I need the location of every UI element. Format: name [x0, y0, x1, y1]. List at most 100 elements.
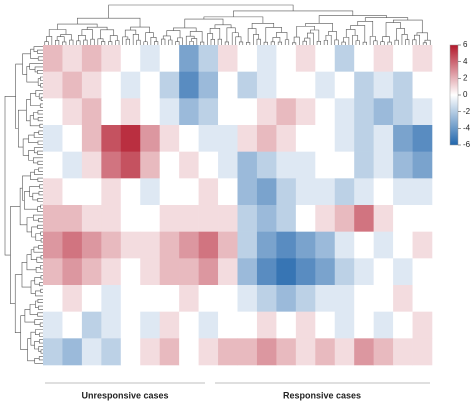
- heatmap-cell: [373, 178, 394, 206]
- dendrogram-link: [265, 27, 283, 43]
- heatmap-cell: [237, 205, 258, 232]
- dendrogram-link: [37, 49, 43, 54]
- dendrogram-link: [26, 254, 37, 271]
- dendrogram-link: [200, 41, 205, 45]
- heatmap-cell: [218, 311, 238, 339]
- dendrogram-link: [39, 184, 43, 189]
- dendrogram-link: [191, 38, 198, 45]
- heatmap-cell: [276, 178, 297, 206]
- heatmap-cell: [81, 231, 102, 259]
- heatmap-cell: [393, 311, 413, 339]
- heatmap-cell: [140, 338, 160, 366]
- dendrogram-link: [341, 41, 346, 45]
- heatmap-cell: [276, 338, 297, 366]
- dendrogram-link: [36, 256, 43, 263]
- heatmap-cell: [412, 71, 433, 99]
- dendrogram-link: [39, 265, 43, 270]
- heatmap-cell: [256, 98, 277, 126]
- heatmap-cell: [101, 151, 122, 179]
- dendrogram-link: [35, 267, 43, 273]
- heatmap-cell: [354, 151, 374, 179]
- heatmap-cell: [159, 98, 180, 126]
- dendrogram-link: [56, 36, 65, 42]
- dendrogram-link: [22, 175, 31, 201]
- heatmap-cell: [43, 285, 63, 312]
- dendrogram-link: [38, 218, 43, 223]
- heatmap-cell: [354, 178, 374, 206]
- heatmap-cell: [256, 178, 277, 206]
- heatmap-cell: [120, 151, 141, 179]
- dendrogram-link: [38, 346, 43, 352]
- dendrogram-link: [168, 39, 173, 45]
- heatmap-cell: [62, 285, 83, 312]
- heatmap-cell: [159, 71, 180, 99]
- heatmap-cell: [393, 258, 413, 286]
- dendrogram-link: [251, 23, 275, 29]
- heatmap-cell: [334, 338, 355, 366]
- heatmap-cell: [198, 205, 219, 232]
- dendrogram-link: [34, 341, 40, 350]
- dendrogram-link: [62, 41, 67, 45]
- dendrogram-link: [40, 275, 43, 280]
- heatmap-cell: [256, 71, 277, 99]
- heatmap-cell: [62, 125, 83, 152]
- dendrogram-link: [48, 29, 67, 37]
- dendrogram-link: [55, 40, 60, 45]
- heatmap-cell: [393, 98, 413, 126]
- heatmap-cell: [354, 98, 374, 126]
- dendrogram-link: [37, 56, 43, 61]
- heatmap-cell: [218, 178, 238, 206]
- heatmap-cell: [334, 178, 355, 206]
- heatmap-cell: [218, 125, 238, 152]
- heatmap-cell: [256, 258, 277, 286]
- dendrogram-link: [145, 32, 154, 42]
- heatmap-cell: [101, 258, 122, 286]
- heatmap-cell: [315, 98, 336, 126]
- heatmap-cell: [334, 98, 355, 126]
- dendrogram-link: [44, 41, 49, 45]
- colorbar-tick-label: -2: [463, 107, 471, 116]
- dendrogram-link: [334, 39, 339, 45]
- dendrogram-link: [86, 26, 108, 30]
- dendrogram-link: [27, 338, 35, 362]
- heatmap-cell: [159, 125, 180, 152]
- dendrogram-link: [28, 149, 35, 161]
- heatmap-cell: [198, 311, 219, 339]
- heatmap-cell: [276, 258, 297, 286]
- heatmap-cell: [120, 45, 141, 72]
- heatmap-cell: [393, 125, 413, 152]
- heatmap-cell: [101, 178, 122, 206]
- heatmap-cell: [81, 151, 102, 179]
- heatmap-cell: [237, 338, 258, 366]
- heatmap-cell: [412, 45, 433, 72]
- dendrogram-link: [32, 192, 39, 201]
- heatmap-cell: [198, 258, 219, 286]
- group-label: Responsive cases: [283, 390, 361, 400]
- dendrogram-link: [40, 96, 43, 101]
- dendrogram-link: [97, 38, 104, 45]
- dendrogram-link: [422, 42, 427, 45]
- dendrogram-link: [263, 41, 268, 45]
- dendrogram-link: [405, 39, 410, 45]
- heatmap-cell: [218, 231, 238, 259]
- heatmap-cell: [62, 231, 83, 259]
- heatmap-cell: [101, 98, 122, 126]
- dendrogram-link: [30, 331, 36, 346]
- heatmap-cell: [354, 258, 374, 286]
- heatmap-cell: [412, 338, 433, 366]
- dendrogram-link: [272, 37, 281, 43]
- heatmap-cell: [120, 98, 141, 126]
- dendrogram-link: [37, 110, 43, 115]
- dendrogram-link: [132, 33, 139, 45]
- dendrogram-link: [30, 280, 36, 294]
- dendrogram-link: [109, 35, 118, 42]
- heatmap-cell: [315, 311, 336, 339]
- heatmap-cell: [354, 125, 374, 152]
- heatmap-cell: [101, 125, 122, 152]
- heatmap-cell: [295, 178, 316, 206]
- dendrogram-link: [37, 69, 43, 74]
- heatmap-cell: [62, 98, 83, 126]
- heatmap-cell: [295, 338, 316, 366]
- dendrogram-link: [226, 27, 236, 42]
- heatmap-cell: [140, 71, 160, 99]
